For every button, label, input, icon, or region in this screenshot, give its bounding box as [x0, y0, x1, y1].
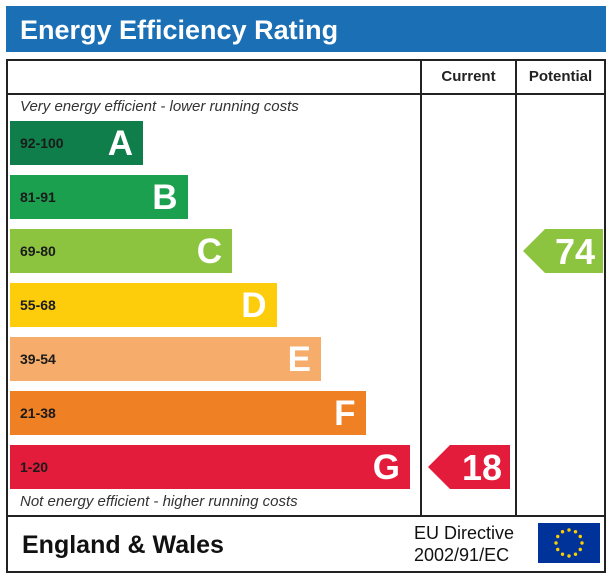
band-range-label: 1-20: [20, 459, 49, 475]
band-c: 69-80 C: [10, 229, 232, 273]
band-letter-label: G: [372, 448, 400, 487]
flag-star: [578, 534, 582, 539]
band-g: 1-20 G: [10, 445, 410, 489]
potential-column-header: Potential: [528, 68, 593, 85]
current-rating-arrow: 18: [428, 445, 510, 489]
footer-country: England & Wales: [22, 531, 224, 559]
band-letter-label: B: [152, 178, 178, 217]
current-rating-value: 18: [461, 447, 502, 488]
flag-star: [567, 528, 571, 532]
page-title: Energy Efficiency Rating: [20, 15, 339, 45]
header-divider: [8, 93, 604, 95]
flag-star: [573, 552, 578, 556]
current-column-divider: [420, 61, 422, 517]
current-column-header: Current: [441, 68, 496, 85]
potential-rating-value: 74: [554, 231, 595, 272]
flag-star: [573, 530, 578, 534]
bottom-note: Not energy efficient - higher running co…: [20, 493, 298, 510]
rating-frame: Current Potential Very energy efficient …: [6, 59, 606, 573]
directive-line-1: EU Directive: [414, 523, 515, 543]
band-letter-label: F: [334, 394, 356, 433]
band-range-label: 55-68: [20, 297, 56, 313]
flag-star: [560, 530, 565, 534]
flag-star: [580, 541, 584, 545]
band-a: 92-100 A: [10, 121, 143, 165]
flag-star: [560, 552, 565, 556]
band-d: 55-68 D: [10, 283, 277, 327]
band-range-label: 39-54: [20, 351, 56, 367]
band-letter-label: A: [107, 124, 133, 163]
flag-star: [556, 534, 560, 539]
current-arrow-shape: [428, 445, 510, 489]
band-f: 21-38 F: [10, 391, 366, 435]
flag-star: [554, 541, 558, 545]
potential-arrow-shape: [523, 229, 603, 273]
title-bar: Energy Efficiency Rating: [6, 6, 606, 52]
flag-star: [567, 554, 571, 558]
band-range-label: 69-80: [20, 243, 56, 259]
band-range-label: 81-91: [20, 189, 56, 205]
flag-star: [556, 547, 560, 552]
eu-flag-icon: [538, 523, 600, 563]
flag-star: [578, 547, 582, 552]
band-b: 81-91 B: [10, 175, 188, 219]
band-range-label: 21-38: [20, 405, 56, 421]
footer-divider: [8, 515, 604, 517]
band-range-label: 92-100: [20, 135, 64, 151]
top-note: Very energy efficient - lower running co…: [20, 98, 299, 115]
potential-rating-arrow: 74: [523, 229, 603, 273]
band-letter-label: E: [287, 340, 311, 379]
footer-directive: EU Directive 2002/91/EC: [414, 522, 514, 566]
band-letter-label: C: [196, 232, 222, 271]
band-e: 39-54 E: [10, 337, 321, 381]
band-letter-label: D: [241, 286, 267, 325]
directive-line-2: 2002/91/EC: [414, 545, 510, 565]
potential-column-divider: [515, 61, 517, 517]
